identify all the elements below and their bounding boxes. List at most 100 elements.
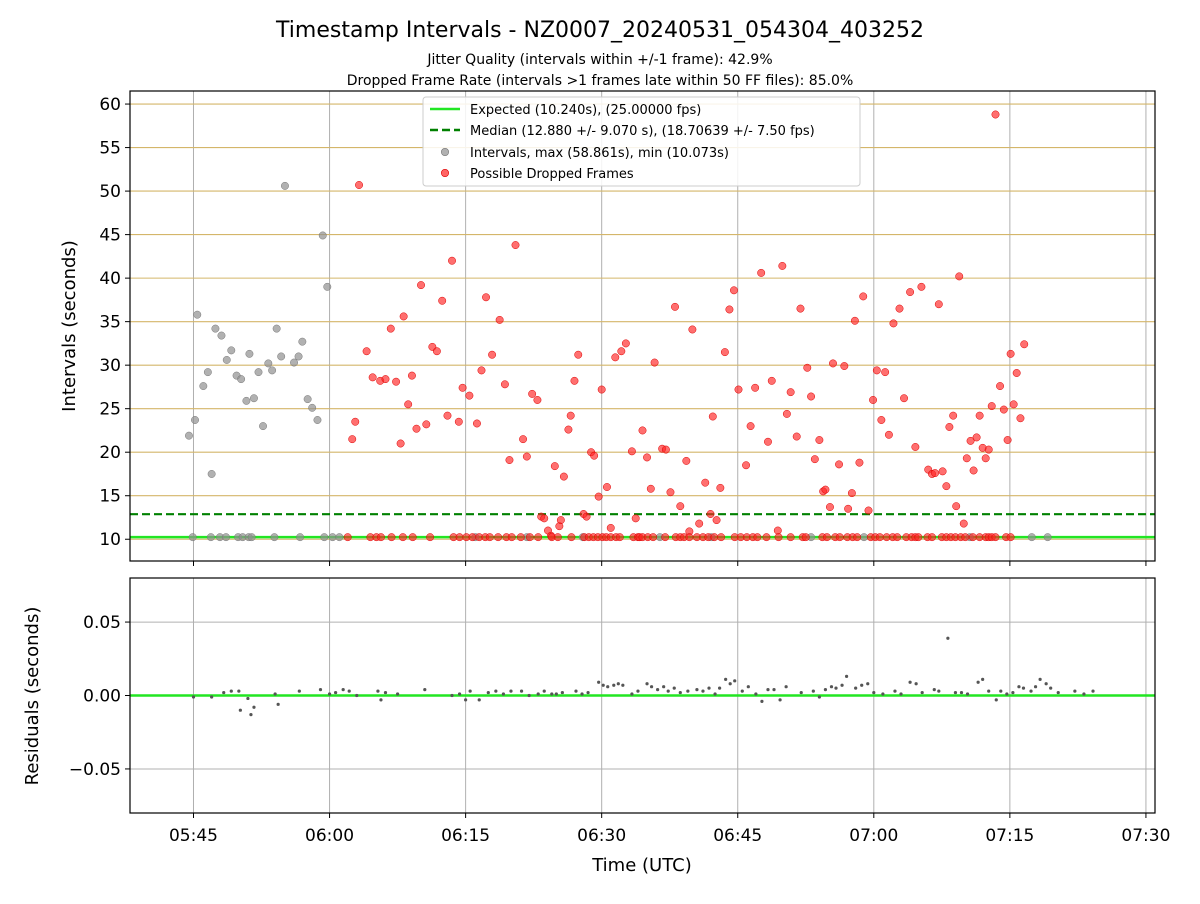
dropped-frame-point — [516, 533, 525, 542]
dropped-frame-point — [1003, 436, 1012, 444]
residual-point — [276, 702, 280, 706]
dropped-frame-point — [991, 533, 1000, 542]
residual-point — [937, 689, 941, 693]
dropped-frame-point — [840, 362, 849, 370]
residual-point — [246, 696, 250, 701]
residual-point — [273, 692, 277, 696]
dropped-frame-point — [1009, 400, 1018, 409]
dropped-frame-point — [408, 371, 416, 380]
residual-point — [1082, 692, 1086, 696]
interval-point — [277, 352, 286, 361]
x-tick-label: 06:15 — [441, 826, 490, 846]
interval-point — [335, 533, 344, 542]
interval-point — [254, 368, 263, 377]
dropped-frame-point — [343, 533, 352, 542]
residual-point — [616, 682, 620, 686]
subtitle-jitter: Jitter Quality (intervals within +/-1 fr… — [426, 52, 772, 68]
dropped-frame-point — [822, 533, 831, 542]
subtitle-dropped: Dropped Frame Rate (intervals >1 frames … — [347, 73, 854, 89]
top-y-tick-label: 35 — [99, 313, 121, 333]
dropped-frame-point — [682, 456, 691, 465]
dropped-frame-point — [505, 456, 514, 464]
residual-point — [318, 688, 323, 692]
residual-point — [574, 689, 578, 693]
dropped-frame-point — [742, 461, 751, 470]
dropped-frame-point — [881, 368, 890, 377]
dropped-frame-point — [962, 454, 971, 463]
dropped-frame-point — [893, 533, 902, 542]
dropped-frame-point — [443, 411, 452, 420]
dropped-frame-point — [597, 385, 606, 394]
dropped-frame-point — [525, 533, 534, 542]
residual-point — [1091, 689, 1095, 693]
residual-point — [550, 692, 554, 696]
dropped-frame-point — [966, 436, 975, 445]
bottom-y-tick-label: 0.00 — [83, 687, 121, 707]
residual-point — [718, 686, 722, 690]
dropped-frame-point — [468, 533, 477, 542]
dropped-frame-point — [996, 382, 1004, 391]
residual-point — [728, 682, 732, 686]
dropped-frame-point — [981, 454, 990, 463]
residual-point — [981, 677, 985, 681]
dropped-frame-point — [778, 261, 787, 270]
dropped-frame-point — [786, 388, 795, 397]
interval-point — [222, 533, 230, 542]
dropped-frame-point — [875, 533, 884, 542]
dropped-frame-point — [712, 516, 721, 525]
residual-point — [527, 693, 531, 698]
interval-point — [860, 533, 868, 542]
interval-point — [296, 533, 305, 542]
dropped-frame-point — [671, 302, 679, 311]
dropped-frame-point — [603, 483, 611, 491]
dropped-frame-point — [482, 293, 490, 302]
top-y-tick-label: 20 — [99, 443, 121, 463]
dropped-frame-point — [685, 533, 694, 542]
residual-point — [766, 688, 770, 692]
residual-point — [468, 689, 472, 693]
dropped-frame-point — [853, 533, 862, 542]
dropped-frame-point — [567, 533, 576, 542]
legend-dropped-label: Possible Dropped Frames — [470, 167, 634, 182]
residual-point — [811, 689, 815, 693]
dropped-frame-point — [507, 533, 516, 542]
residual-point — [908, 680, 912, 684]
dropped-frame-point — [355, 181, 363, 189]
residual-point — [630, 692, 634, 696]
dropped-frame-point — [533, 396, 542, 404]
dropped-frame-point — [1016, 414, 1025, 423]
dropped-frame-point — [381, 375, 390, 384]
interval-point — [259, 422, 267, 431]
residual-point — [844, 674, 849, 679]
residual-point — [229, 689, 233, 693]
residual-point — [760, 699, 764, 703]
dropped-frame-point — [945, 423, 954, 431]
dropped-frame-point — [550, 462, 559, 471]
residual-point — [222, 690, 226, 695]
residual-point — [383, 690, 388, 695]
dropped-frame-point — [676, 502, 685, 511]
residual-point — [586, 690, 590, 695]
interval-point — [227, 346, 236, 355]
interval-point — [281, 181, 289, 190]
interval-point — [199, 382, 208, 391]
dropped-frame-point — [767, 376, 776, 385]
interval-point — [211, 324, 220, 333]
residual-point — [1017, 685, 1021, 689]
residual-point — [695, 688, 699, 692]
dropped-frame-point — [377, 533, 385, 542]
residual-point — [464, 698, 468, 702]
residual-point — [423, 688, 427, 692]
interval-point — [250, 394, 258, 403]
dropped-frame-point — [661, 445, 670, 454]
residual-point — [249, 712, 253, 717]
dropped-frame-point — [753, 533, 762, 542]
dropped-frame-point — [465, 391, 474, 400]
dropped-frame-point — [606, 523, 615, 532]
dropped-frame-point — [398, 533, 407, 542]
legend-intervals-label: Intervals, max (58.861s), min (10.073s) — [470, 146, 729, 161]
residual-point — [636, 689, 640, 693]
dropped-frame-point — [621, 339, 630, 348]
dropped-frame-point — [661, 533, 670, 542]
residual-point — [834, 686, 838, 690]
